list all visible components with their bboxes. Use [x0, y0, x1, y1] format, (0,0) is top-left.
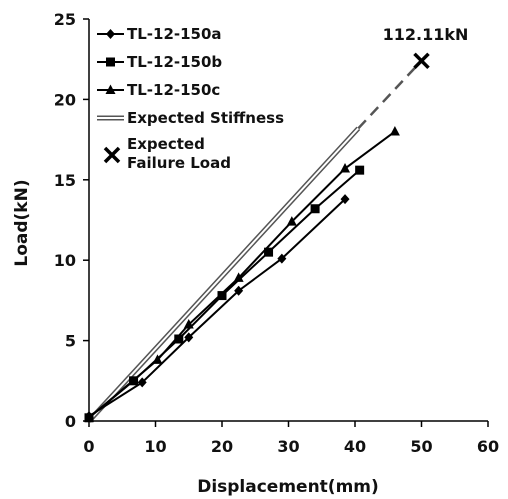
- series-line-tl-12-150a: [88, 198, 346, 418]
- x-ticks: 0 10 20 30 40 50 60: [83, 421, 499, 456]
- legend-label-expected-failure: Failure Load: [127, 154, 231, 172]
- data-point-tl-12-150b: [217, 291, 227, 301]
- y-tick-label: 10: [54, 251, 76, 270]
- legend-marker-tl-12-150b: [106, 57, 115, 67]
- data-point-tl-12-150c: [152, 354, 163, 364]
- legend-label-expected-stiffness: Expected Stiffness: [127, 109, 284, 127]
- data-point-tl-12-150c: [286, 216, 297, 226]
- expected-stiffness-dashed-extension: [357, 59, 423, 130]
- legend-marker-tl-12-150a: [106, 29, 115, 39]
- y-tick-label: 15: [54, 171, 76, 190]
- data-point-tl-12-150c: [389, 126, 400, 136]
- x-tick-label: 10: [144, 437, 166, 456]
- data-point-tl-12-150a: [137, 377, 147, 388]
- y-tick-label: 25: [54, 10, 76, 29]
- data-point-tl-12-150c: [183, 319, 194, 329]
- legend: TL-12-150a TL-12-150b TL-12-150c Expected S…: [97, 25, 284, 172]
- x-tick-label: 30: [277, 437, 299, 456]
- x-tick-label: 20: [211, 437, 233, 456]
- x-tick-label: 40: [344, 437, 366, 456]
- expected-failure-marker: [413, 52, 430, 70]
- legend-marker-expected-failure: [103, 146, 121, 164]
- data-point-tl-12-150c: [84, 412, 94, 422]
- data-point-tl-12-150c: [340, 163, 351, 173]
- series-line-tl-12-150c: [88, 130, 396, 419]
- expected-failure-label: 112.11kN: [383, 25, 469, 44]
- x-tick-label: 60: [477, 437, 499, 456]
- y-axis-label: Load(kN): [12, 179, 32, 266]
- legend-marker-tl-12-150c: [105, 84, 116, 94]
- data-point-tl-12-150a: [277, 253, 287, 264]
- data-point-tl-12-150c: [233, 272, 244, 282]
- expected-stiffness-line-inner: [88, 127, 360, 422]
- data-point-tl-12-150a: [234, 285, 244, 296]
- y-ticks: 0 5 10 15 20 25: [54, 10, 89, 431]
- y-tick-label: 0: [65, 412, 76, 431]
- data-point-tl-12-150b: [174, 334, 184, 344]
- data-point-tl-12-150b: [310, 204, 320, 214]
- legend-label-tl-12-150b: TL-12-150b: [127, 53, 222, 71]
- plot-area: 112.11kN: [84, 25, 469, 423]
- axes: [88, 19, 488, 422]
- y-tick-label: 20: [54, 90, 76, 109]
- data-point-tl-12-150a: [184, 332, 194, 343]
- legend-label-tl-12-150c: TL-12-150c: [127, 81, 220, 99]
- x-axis-label: Displacement(mm): [197, 477, 379, 497]
- y-tick-label: 5: [65, 332, 76, 351]
- legend-label-tl-12-150a: TL-12-150a: [127, 25, 222, 43]
- data-point-tl-12-150a: [340, 194, 350, 205]
- x-tick-label: 50: [410, 437, 432, 456]
- x-tick-label: 0: [83, 437, 94, 456]
- data-point-tl-12-150b: [264, 247, 274, 257]
- data-point-tl-12-150b: [355, 165, 365, 175]
- legend-label-expected-failure: Expected: [127, 135, 205, 153]
